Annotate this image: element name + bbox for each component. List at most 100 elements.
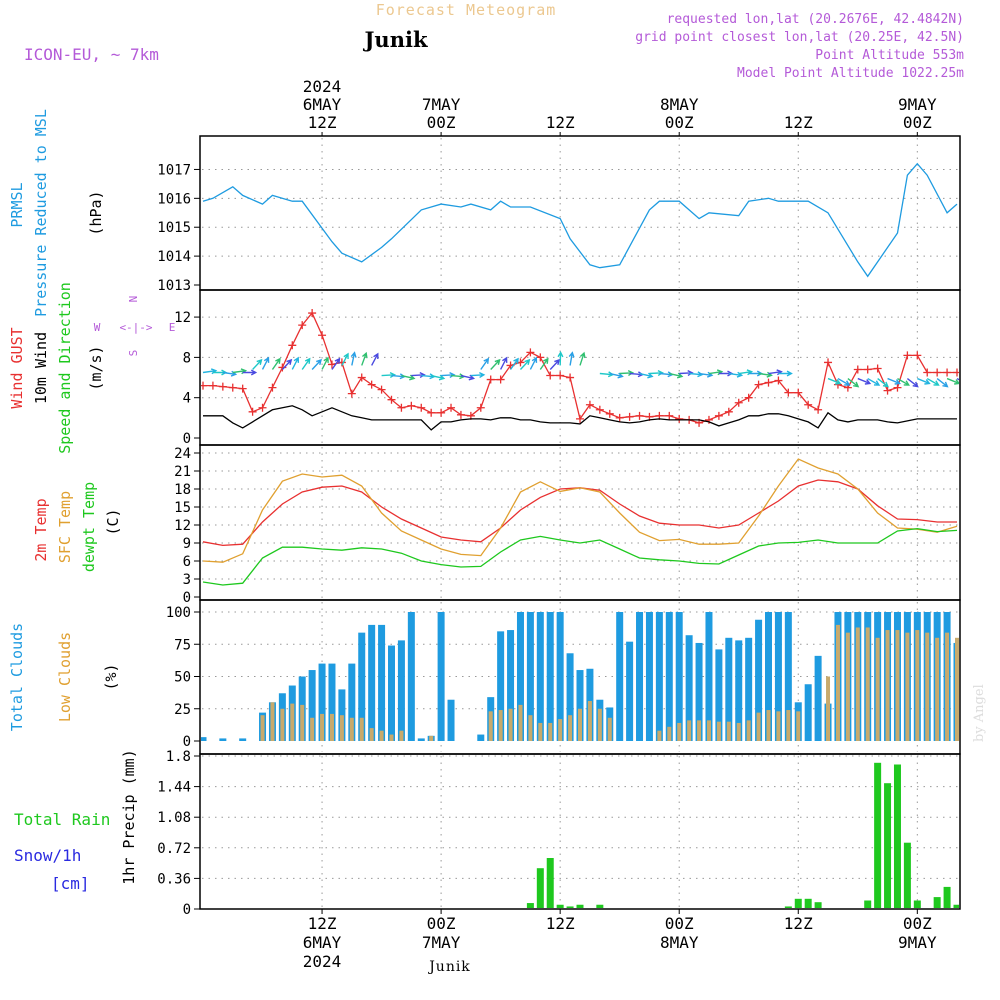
precip-frame: [199, 753, 961, 910]
precip-label-snow: Snow/1h: [14, 846, 81, 865]
low-cloud-bar: [369, 728, 374, 741]
wind-direction-arrow: [480, 357, 490, 370]
wind-gust-marker: [367, 380, 376, 389]
wind-gust-marker: [794, 388, 803, 397]
wind-direction-arrow: [827, 377, 842, 385]
wind-ytick-label-1: 4: [183, 391, 191, 407]
low-cloud-bar: [498, 710, 503, 741]
wind-gust-marker: [933, 368, 942, 377]
wind-gust-marker: [953, 368, 959, 377]
total-cloud-bar: [526, 612, 534, 741]
low-cloud-bar: [687, 720, 692, 741]
wind-direction-arrow: [500, 356, 508, 370]
low-cloud-bar: [875, 637, 880, 741]
low-cloud-bar: [716, 721, 721, 741]
low-cloud-bar: [558, 719, 563, 741]
total-cloud-bar: [308, 670, 316, 741]
top-time-label: 12Z: [784, 113, 813, 132]
wind-series-0-line: [203, 311, 957, 424]
low-cloud-bar: [756, 712, 761, 741]
wind-direction-arrow: [549, 358, 561, 370]
bottom-time-label: 7MAY: [422, 933, 461, 952]
total-cloud-bar: [814, 655, 822, 741]
wind-gust-marker: [734, 398, 743, 407]
low-cloud-bar: [320, 713, 325, 741]
wind-direction-arrow: [401, 374, 416, 381]
rain-bar: [784, 906, 792, 908]
wind-gust-marker: [201, 381, 207, 390]
wind-direction-arrow: [271, 357, 281, 370]
bottom-time-label: 00Z: [665, 914, 694, 933]
total-cloud-bar: [636, 612, 644, 741]
wind-gust-marker: [308, 309, 317, 318]
wind-direction-arrow: [639, 372, 654, 379]
wind-gust-marker: [437, 408, 446, 417]
pressure-panel: 1013 1014 1015 1016 1017: [157, 135, 961, 294]
wind-gust-marker: [585, 400, 594, 409]
panels-layer: 1013101410151016101704812036912151821240…: [8, 109, 961, 918]
pressure-ytick-label-4: 1017: [157, 162, 191, 178]
pressure-label-unit: (hPa): [87, 190, 105, 235]
temperature-ytick-label-7: 21: [174, 464, 191, 480]
wind-gust-marker: [288, 341, 297, 350]
top-time-label: 00Z: [665, 113, 694, 132]
total-cloud-bar: [745, 637, 753, 741]
model-altitude: Model Point Altitude 1022.25m: [737, 66, 964, 81]
wind-direction-arrow: [470, 372, 486, 379]
wind-gust-marker: [228, 383, 237, 392]
pressure-ytick-label-3: 1016: [157, 191, 191, 207]
wind-gust-marker: [427, 408, 436, 417]
low-cloud-bar: [786, 710, 791, 741]
low-cloud-bar: [796, 711, 801, 741]
wind-direction-arrow: [281, 358, 293, 370]
temperature-plot: [202, 458, 958, 586]
wind-direction-arrow: [431, 374, 446, 381]
temperature-series-1-line: [202, 458, 958, 563]
wind-direction-arrow: [867, 377, 881, 386]
total-cloud-bar: [201, 737, 207, 741]
temperature-panel: 0 3 6 9 12 15 18 21 24: [174, 444, 961, 606]
cloud-label-unit: (%): [102, 663, 120, 690]
wind-direction-arrow: [261, 356, 270, 370]
low-cloud-bar: [568, 715, 573, 741]
precip-ytick-label-4: 1.44: [157, 780, 191, 796]
low-cloud-bar: [776, 711, 781, 741]
wind-gust-marker: [258, 403, 267, 412]
low-cloud-bar: [726, 721, 731, 741]
precip-ytick-label-5: 1.8: [166, 749, 191, 765]
clouds-panel: 0 25 50 75 100: [166, 599, 961, 755]
low-cloud-bar: [280, 708, 285, 741]
low-cloud-bar: [885, 630, 890, 741]
rain-bar: [884, 783, 892, 908]
total-cloud-bar: [219, 738, 227, 741]
wind-direction-arrow: [371, 352, 379, 366]
bottom-time-label: 6MAY: [303, 933, 342, 952]
total-cloud-bar: [407, 612, 415, 741]
precip-panel: 0 0.36 0.72 1.08 1.44 1.8: [157, 749, 961, 918]
low-cloud-bar: [736, 722, 741, 741]
low-cloud-bar: [578, 708, 582, 741]
location-title: Junik: [363, 27, 428, 52]
low-cloud-bar: [329, 713, 334, 741]
wind-gust-marker: [298, 321, 307, 330]
wind-direction-arrow: [837, 377, 851, 386]
rain-bar: [933, 897, 941, 908]
total-cloud-bar: [556, 612, 564, 741]
precip-plot: [526, 762, 959, 908]
wind-gust-marker: [387, 395, 396, 404]
pressure-label-prmsl: PRMSL: [8, 182, 26, 227]
total-cloud-bar: [507, 630, 515, 741]
low-cloud-bar: [835, 624, 840, 741]
wind-direction-arrow: [906, 377, 919, 388]
rain-bar: [556, 904, 564, 908]
wind-direction-arrow: [529, 356, 538, 370]
wind-direction-arrow: [669, 372, 684, 379]
low-cloud-bar: [845, 632, 850, 741]
rain-bar: [913, 900, 921, 908]
wind-direction-arrow: [519, 358, 531, 370]
low-cloud-bar: [300, 704, 305, 741]
temperature-ytick-label-5: 15: [174, 500, 191, 516]
low-cloud-bar: [587, 701, 592, 741]
rain-bar: [794, 898, 802, 908]
